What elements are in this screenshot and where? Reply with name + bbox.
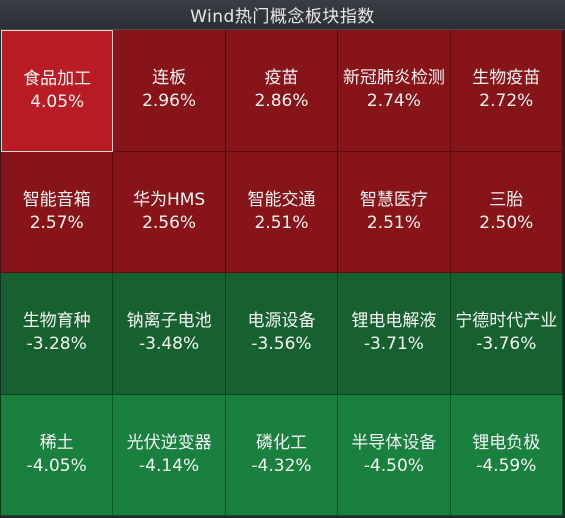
sector-tile[interactable]: 钠离子电池 -3.48% bbox=[113, 273, 226, 395]
sector-tile[interactable]: 宁德时代产业 -3.76% bbox=[450, 273, 563, 395]
sector-change-percent: -4.59% bbox=[476, 455, 537, 476]
sector-name: 智能音箱 bbox=[22, 189, 91, 210]
sector-tile[interactable]: 锂电负极 -4.59% bbox=[450, 394, 563, 516]
sector-tile[interactable]: 光伏逆变器 -4.14% bbox=[113, 394, 226, 516]
sector-name: 锂电电解液 bbox=[351, 311, 437, 332]
sector-name: 华为HMS bbox=[132, 189, 206, 210]
sector-name: 智慧医疗 bbox=[359, 189, 428, 210]
sector-change-percent: -4.05% bbox=[26, 455, 87, 476]
sector-tile[interactable]: 磷化工 -4.32% bbox=[225, 394, 339, 516]
sector-change-percent: -3.56% bbox=[251, 334, 312, 355]
sector-tile[interactable]: 疫苗 2.86% bbox=[225, 30, 339, 152]
sector-tile[interactable]: 生物育种 -3.28% bbox=[1, 273, 114, 395]
sector-name: 食品加工 bbox=[23, 68, 92, 89]
sector-name: 生物育种 bbox=[22, 311, 91, 332]
sector-name: 半导体设备 bbox=[351, 432, 437, 453]
sector-name: 生物疫苗 bbox=[472, 68, 541, 89]
sector-tile[interactable]: 智能交通 2.51% bbox=[225, 151, 339, 273]
sector-change-percent: -3.76% bbox=[476, 334, 537, 355]
sector-change-percent: 2.86% bbox=[254, 91, 309, 112]
sector-tile[interactable]: 食品加工 4.05% bbox=[1, 30, 114, 152]
sector-name: 光伏逆变器 bbox=[126, 432, 212, 453]
sector-change-percent: -3.71% bbox=[363, 334, 424, 355]
sector-name: 智能交通 bbox=[247, 189, 316, 210]
sector-name: 宁德时代产业 bbox=[455, 311, 558, 332]
sector-name: 疫苗 bbox=[264, 68, 299, 89]
sector-change-percent: -3.48% bbox=[139, 334, 200, 355]
sector-tile[interactable]: 智慧医疗 2.51% bbox=[338, 151, 451, 273]
sector-tile[interactable]: 电源设备 -3.56% bbox=[225, 273, 339, 395]
sector-tile[interactable]: 新冠肺炎检测 2.74% bbox=[338, 30, 451, 152]
sector-change-percent: 2.57% bbox=[29, 212, 84, 233]
sector-name: 新冠肺炎检测 bbox=[342, 68, 445, 89]
sector-change-percent: 2.56% bbox=[142, 212, 197, 233]
sector-name: 稀土 bbox=[39, 432, 74, 453]
sector-name: 连板 bbox=[152, 68, 187, 89]
sector-change-percent: 2.74% bbox=[366, 91, 421, 112]
sector-change-percent: -4.14% bbox=[139, 455, 200, 476]
sector-tile[interactable]: 锂电电解液 -3.71% bbox=[338, 273, 451, 395]
sector-change-percent: -4.50% bbox=[363, 455, 424, 476]
sector-tile[interactable]: 三胎 2.50% bbox=[450, 151, 563, 273]
sector-tile[interactable]: 稀土 -4.05% bbox=[1, 394, 114, 516]
sector-name: 三胎 bbox=[489, 189, 524, 210]
sector-tile[interactable]: 生物疫苗 2.72% bbox=[450, 30, 563, 152]
sector-tile[interactable]: 半导体设备 -4.50% bbox=[338, 394, 451, 516]
sector-change-percent: 2.51% bbox=[366, 212, 421, 233]
panel-title: Wind热门概念板块指数 bbox=[0, 0, 565, 30]
sector-tile[interactable]: 连板 2.96% bbox=[113, 30, 226, 152]
sector-change-percent: 2.51% bbox=[254, 212, 309, 233]
concept-index-grid: 食品加工 4.05% 连板 2.96% 疫苗 2.86% 新冠肺炎检测 2.74% 生物疫苗 2.… bbox=[1, 30, 563, 516]
sector-tile[interactable]: 华为HMS 2.56% bbox=[113, 151, 226, 273]
sector-name: 磷化工 bbox=[255, 432, 307, 453]
sector-change-percent: 2.96% bbox=[142, 91, 197, 112]
sector-change-percent: -3.28% bbox=[26, 334, 87, 355]
sector-name: 钠离子电池 bbox=[126, 311, 212, 332]
sector-change-percent: 2.72% bbox=[479, 91, 534, 112]
sector-change-percent: 2.50% bbox=[479, 212, 534, 233]
sector-name: 电源设备 bbox=[247, 311, 316, 332]
sector-tile[interactable]: 智能音箱 2.57% bbox=[1, 151, 114, 273]
sector-change-percent: 4.05% bbox=[30, 91, 85, 112]
sector-change-percent: -4.32% bbox=[251, 455, 312, 476]
sector-name: 锂电负极 bbox=[472, 432, 541, 453]
